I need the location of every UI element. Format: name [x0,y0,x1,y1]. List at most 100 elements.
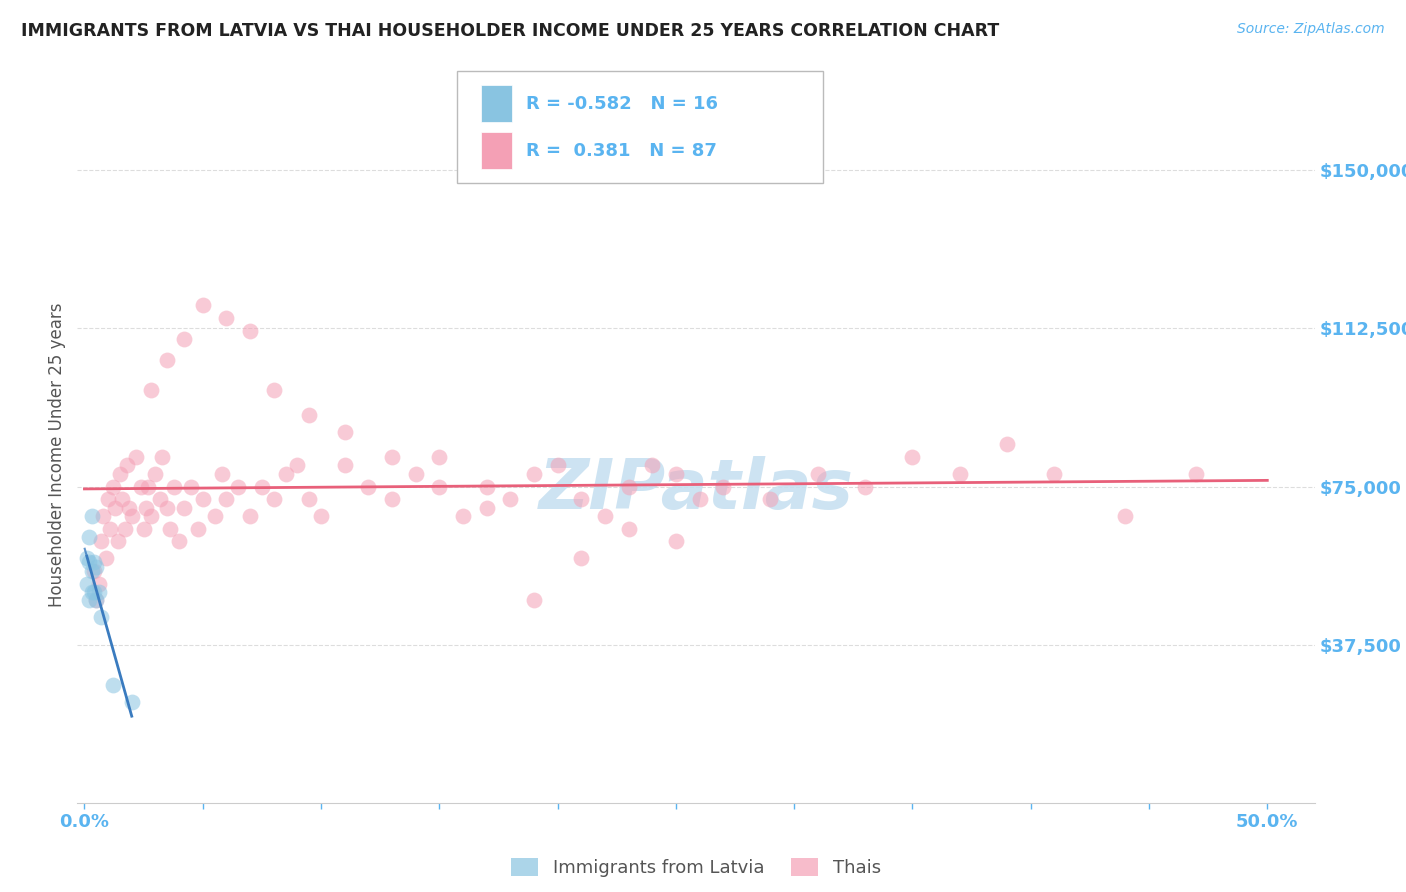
Point [139,383,162,397]
Point [215,310,238,325]
Point [180,479,202,493]
Text: ZIPatlas: ZIPatlas [538,456,853,524]
Point [121,509,143,524]
Point [274,467,297,481]
Point [239,509,262,524]
Point [167,534,190,549]
Point [333,425,356,439]
Point [475,479,498,493]
Point [807,467,830,481]
Point [475,500,498,515]
Point [173,500,195,515]
Point [77,593,100,607]
Point [97,492,120,507]
Point [84,593,107,607]
Point [1114,509,1136,524]
Point [80,509,103,524]
Point [94,551,117,566]
Point [115,458,138,473]
Point [83,564,105,578]
Point [80,564,103,578]
Point [451,509,474,524]
Point [617,479,640,493]
Point [298,408,321,422]
Point [569,492,592,507]
Point [204,509,226,524]
Point [139,509,162,524]
Point [173,332,195,346]
Point [759,492,782,507]
Point [152,450,174,464]
Point [90,534,112,549]
Point [523,593,546,607]
Point [101,479,124,493]
Point [405,467,427,481]
Point [77,530,100,544]
Text: R = -0.582   N = 16: R = -0.582 N = 16 [526,95,718,112]
Point [285,458,308,473]
Point [263,492,285,507]
Point [163,479,186,493]
Point [499,492,522,507]
Point [108,467,131,481]
Point [145,467,167,481]
Point [239,324,262,338]
Point [77,556,100,570]
Point [427,479,450,493]
Point [80,585,103,599]
Point [593,509,616,524]
Point [93,509,115,524]
Point [76,551,98,566]
Point [711,479,734,493]
Point [87,585,110,599]
Point [381,492,404,507]
Point [129,479,152,493]
Point [90,610,112,624]
Point [118,500,141,515]
Point [125,450,148,464]
Point [76,576,98,591]
Point [427,450,450,464]
Point [156,500,179,515]
Point [84,559,107,574]
Point [111,492,134,507]
Point [136,479,159,493]
Point [159,522,181,536]
Text: Source: ZipAtlas.com: Source: ZipAtlas.com [1237,22,1385,37]
Point [114,522,136,536]
Point [250,479,273,493]
Point [132,522,155,536]
Point [211,467,233,481]
Point [107,534,129,549]
Text: IMMIGRANTS FROM LATVIA VS THAI HOUSEHOLDER INCOME UNDER 25 YEARS CORRELATION CHA: IMMIGRANTS FROM LATVIA VS THAI HOUSEHOLD… [21,22,1000,40]
Point [215,492,238,507]
Point [309,509,332,524]
Point [547,458,569,473]
Point [1185,467,1208,481]
Legend: Immigrants from Latvia, Thais: Immigrants from Latvia, Thais [503,850,889,884]
Point [149,492,172,507]
Point [853,479,876,493]
Point [121,695,143,709]
Point [381,450,404,464]
Point [523,467,546,481]
Point [641,458,664,473]
Point [995,437,1018,451]
Point [333,458,356,473]
Point [617,522,640,536]
Point [101,678,124,692]
Point [104,500,127,515]
Y-axis label: Householder Income Under 25 years: Householder Income Under 25 years [48,302,66,607]
Point [263,383,285,397]
Point [191,298,214,312]
Point [191,492,214,507]
Point [87,576,110,591]
Point [569,551,592,566]
Point [949,467,972,481]
Point [298,492,321,507]
Text: R =  0.381   N = 87: R = 0.381 N = 87 [526,142,717,160]
Point [1043,467,1066,481]
Point [135,500,157,515]
Point [187,522,209,536]
Point [83,585,105,599]
